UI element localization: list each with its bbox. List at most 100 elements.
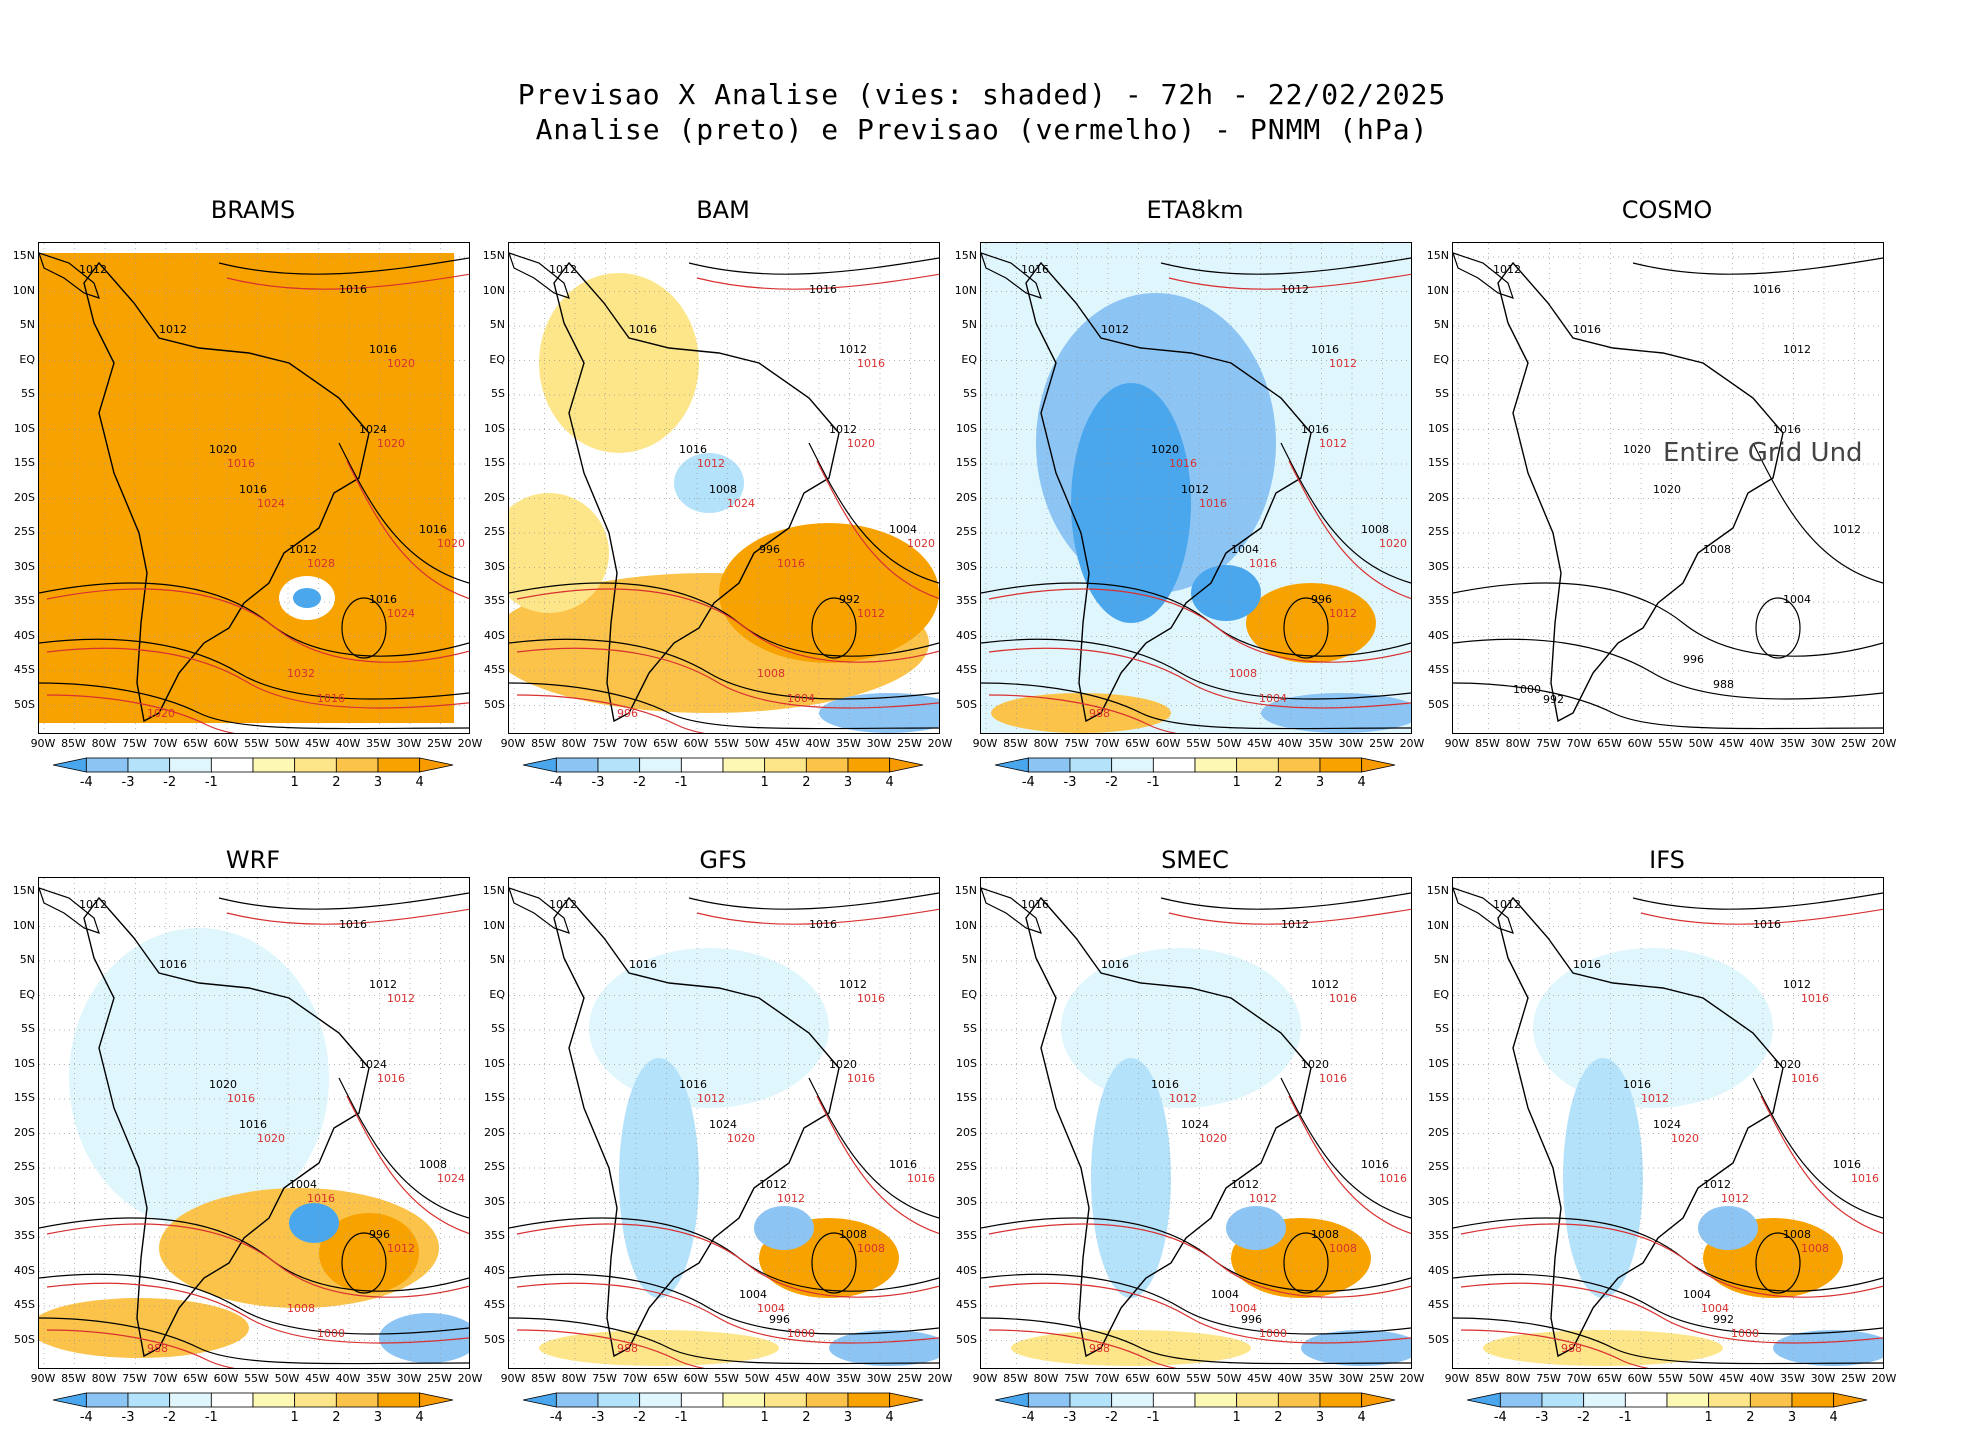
longitude-label: 90W: [30, 1372, 56, 1385]
longitude-label: 70W: [1566, 737, 1592, 750]
colorbar-label: -4: [549, 775, 563, 790]
isobar-label-analysis: 1020: [1301, 1058, 1329, 1071]
latitude-label: 20S: [1428, 490, 1449, 504]
isobar-label-analysis: 1008: [1703, 543, 1731, 556]
latitude-label: 5S: [1435, 1022, 1449, 1035]
latitude-label: EQ: [489, 987, 505, 1001]
isobar-label-forecast: 1016: [1169, 457, 1197, 470]
longitude-label: 60W: [213, 1372, 239, 1385]
isobar-label-forecast: 1016: [227, 457, 255, 470]
longitude-label: 80W: [1505, 1372, 1531, 1385]
colorbar-label: -1: [204, 775, 218, 790]
longitude-label: 70W: [1094, 1372, 1120, 1385]
colorbar-label: 1: [1232, 775, 1241, 790]
colorbar-label: -4: [1493, 1410, 1507, 1425]
colorbar-label: 3: [1315, 1410, 1325, 1425]
latitude-label: EQ: [1433, 352, 1449, 366]
latitude-label: 40S: [1428, 1263, 1449, 1277]
isobar-label-analysis: 992: [839, 593, 860, 606]
longitude-label: 90W: [500, 737, 526, 750]
latitude-label: 5S: [1435, 387, 1449, 400]
latitude-label: 30S: [14, 559, 35, 573]
colorbar-label: -4: [79, 1410, 93, 1425]
latitude-label: 5S: [963, 1022, 977, 1035]
latitude-label: 50S: [484, 1332, 505, 1346]
latitude-label: 10S: [14, 421, 35, 435]
isobar-label-analysis: 1016: [629, 958, 657, 971]
latitude-label: 35S: [956, 1229, 977, 1242]
high-pressure-contour: [811, 597, 857, 659]
isobar-label-analysis: 1024: [359, 1058, 387, 1071]
isobar-label-analysis: 1012: [159, 323, 187, 336]
isobar-label-analysis: 996: [1311, 593, 1332, 606]
colorbar-label: -3: [591, 1410, 605, 1425]
isobar-label-forecast: 1012: [387, 992, 415, 1005]
latitude-label: 30S: [1428, 559, 1449, 573]
longitude-label: 80W: [1033, 1372, 1059, 1385]
figure-title-line2: Analise (preto) e Previsao (vermelho) - …: [535, 113, 1429, 146]
isobar-label-analysis: 1016: [339, 918, 367, 931]
isobars: [1453, 892, 1883, 1368]
isobar-label-analysis: 1012: [1231, 1178, 1259, 1191]
longitude-label: 90W: [30, 737, 56, 750]
longitude-label: 50W: [1688, 1372, 1714, 1385]
longitude-label: 45W: [1247, 737, 1272, 750]
latitude-label: 35S: [956, 594, 977, 607]
latitude-label: 15S: [484, 456, 505, 469]
latitude-label: EQ: [1433, 987, 1449, 1001]
map-canvas: 1012 1016 1016 1012 1020 1016 1020 1012 1008 1004…: [1453, 243, 1883, 733]
latitude-label: 40S: [956, 628, 977, 642]
panel-title-smec: SMEC: [1161, 846, 1229, 874]
latitude-label: 35S: [1428, 1229, 1449, 1242]
high-pressure-contour: [811, 1232, 857, 1294]
longitude-label: 75W: [1064, 1372, 1089, 1385]
coastline: [83, 261, 370, 723]
longitude-label: 90W: [972, 737, 998, 750]
longitude-label: 65W: [653, 737, 678, 750]
isobar-label-forecast: 988: [617, 1342, 638, 1355]
isobar-label-analysis: 1016: [369, 593, 397, 606]
longitude-label: 55W: [1658, 737, 1683, 750]
isobar-label-analysis: 1012: [549, 263, 577, 276]
longitude-label: 55W: [1658, 1372, 1683, 1385]
longitude-label: 75W: [122, 737, 147, 750]
coastline: [1497, 896, 1784, 1358]
latitude-label: 40S: [14, 628, 35, 642]
latitude-label: 15N: [954, 884, 977, 897]
isobar-label-analysis: 1020: [209, 443, 237, 456]
latitude-label: 25S: [484, 1160, 505, 1173]
latitude-label: 10N: [1426, 283, 1449, 297]
isobar-label-analysis: 1016: [1753, 918, 1781, 931]
colorbar-label: 2: [332, 775, 341, 790]
longitude-label: 20W: [457, 1372, 483, 1385]
central-america-coastline: [1453, 252, 1514, 299]
latitude-label: 25S: [956, 1160, 977, 1173]
coastline: [1025, 261, 1312, 723]
isobar-label-analysis: 1016: [1101, 958, 1129, 971]
isobar-label-analysis: 1012: [829, 423, 857, 436]
longitude-label: 30W: [396, 737, 422, 750]
latitude-label: 25S: [484, 525, 505, 538]
isobar-label-forecast: 1012: [1249, 1192, 1277, 1205]
isobar-label-forecast: 1004: [1259, 692, 1287, 705]
colorbar-label: -1: [1146, 775, 1160, 790]
isobar-label-analysis: 1020: [209, 1078, 237, 1091]
isobars: [509, 257, 939, 733]
isobar-label-forecast: 1024: [257, 497, 285, 510]
graticule: [981, 878, 1411, 1368]
latitude-label: EQ: [19, 987, 35, 1001]
colorbar: [995, 1392, 1396, 1408]
isobar-label-forecast: 1008: [287, 1302, 315, 1315]
isobar-label-forecast: 1016: [1851, 1172, 1879, 1185]
longitude-label: 35W: [366, 737, 391, 750]
latitude-label: 15S: [14, 1091, 35, 1104]
latitude-label: 15S: [14, 456, 35, 469]
isobar-label-forecast: 1020: [1671, 1132, 1699, 1145]
longitude-label: 55W: [244, 1372, 269, 1385]
colorbar-label: 4: [885, 1410, 894, 1425]
map-canvas: 1012101610161012101610201024101610121008…: [509, 878, 939, 1368]
longitude-label: 40W: [1277, 737, 1303, 750]
longitude-label: 50W: [274, 1372, 300, 1385]
latitude-label: 30S: [14, 1194, 35, 1208]
graticule: [509, 878, 939, 1368]
